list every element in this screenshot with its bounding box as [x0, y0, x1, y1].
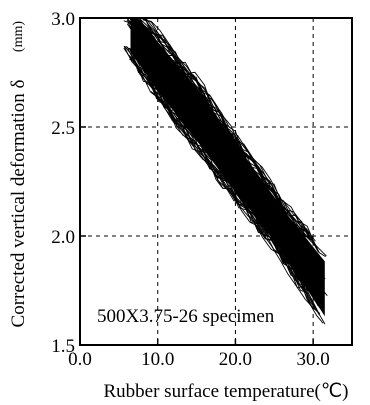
y-axis-label-group: Corrected vertical deformation δ (mm) [8, 21, 29, 328]
tick-layer: 0.0 10.0 20.0 30.0 1.5 2.0 2.5 3.0 [51, 9, 330, 370]
series-line [129, 48, 320, 316]
y-tick-label: 1.5 [51, 336, 75, 357]
series-line [132, 34, 313, 281]
data-layer [123, 18, 328, 325]
series-line [148, 71, 309, 285]
grid-layer [80, 18, 352, 345]
y-axis-unit: (mm) [11, 21, 26, 52]
series-line [154, 57, 317, 271]
series-line [139, 18, 311, 240]
series-line [123, 47, 319, 307]
series-line [125, 46, 303, 278]
x-axis-label: Rubber surface temperature(℃) [104, 381, 349, 402]
y-tick-label: 3.0 [51, 9, 75, 30]
specimen-annotation: 500X3.75-26 specimen [97, 306, 275, 327]
x-tick-label: 30.0 [297, 349, 330, 370]
series-line [123, 20, 318, 279]
series-line [156, 81, 309, 277]
series-line [142, 69, 315, 300]
series-line [151, 56, 326, 280]
series-line [146, 22, 320, 254]
x-tick-label: 20.0 [219, 349, 252, 370]
series-line [141, 18, 318, 248]
series-line [139, 18, 311, 248]
x-tick-label: 0.0 [68, 349, 92, 370]
x-tick-label: 10.0 [141, 349, 174, 370]
y-tick-label: 2.0 [51, 227, 75, 248]
plot-frame [79, 17, 353, 346]
series-line [131, 49, 324, 307]
series-line [127, 53, 317, 310]
series-line [134, 18, 305, 232]
series-line [128, 18, 319, 266]
y-axis-label: Corrected vertical deformation δ [8, 79, 29, 327]
y-tick-label: 2.5 [51, 118, 75, 139]
series-line [127, 22, 306, 265]
series-line [138, 18, 311, 241]
